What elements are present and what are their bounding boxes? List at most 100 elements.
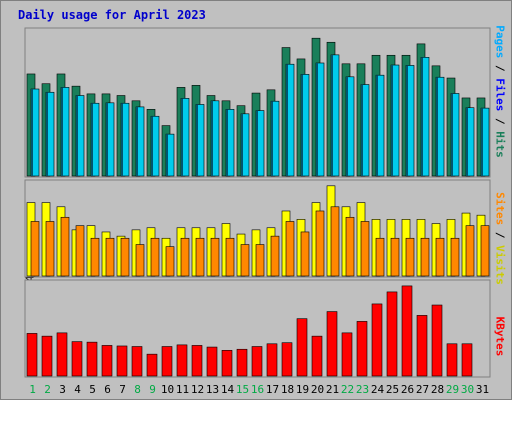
bar-pages-day-6 — [106, 102, 108, 176]
day-label-5: 5 — [89, 383, 96, 396]
bar-kbytes-day-6 — [101, 345, 113, 377]
day-label-24: 24 — [371, 383, 385, 396]
day-label-7: 7 — [119, 383, 126, 396]
bar-pages-day-20 — [316, 62, 318, 177]
bar-pages-day-18 — [286, 64, 288, 176]
bar-pages-day-12 — [196, 104, 198, 176]
bar-sites-day-14 — [225, 237, 235, 277]
bar-pages-day-2 — [46, 92, 48, 176]
bar-sites-day-17 — [270, 235, 280, 277]
bar-sites-day-2 — [45, 221, 55, 277]
bar-pages-day-1 — [31, 89, 33, 176]
day-label-27: 27 — [416, 383, 429, 396]
day-label-10: 10 — [161, 383, 174, 396]
bar-sites-day-7 — [120, 237, 130, 277]
day-label-3: 3 — [59, 383, 66, 396]
bar-pages-day-24 — [376, 75, 378, 176]
bar-kbytes-day-21 — [326, 311, 338, 377]
day-label-21: 21 — [326, 383, 339, 396]
day-label-17: 17 — [266, 383, 279, 396]
bar-kbytes-day-17 — [266, 343, 278, 377]
bar-sites-day-23 — [360, 221, 370, 277]
bar-kbytes-day-28 — [431, 304, 443, 377]
bar-kbytes-day-20 — [311, 335, 323, 377]
day-label-11: 11 — [176, 383, 189, 396]
bar-kbytes-day-3 — [56, 332, 68, 377]
bar-sites-day-27 — [420, 237, 430, 277]
day-label-8: 8 — [134, 383, 141, 396]
day-label-28: 28 — [431, 383, 444, 396]
bar-sites-day-5 — [90, 237, 100, 277]
bar-pages-day-3 — [61, 87, 63, 176]
bar-sites-day-29 — [450, 237, 460, 277]
day-label-19: 19 — [296, 383, 309, 396]
bar-pages-day-15 — [241, 113, 243, 176]
day-label-25: 25 — [386, 383, 399, 396]
bar-kbytes-day-11 — [176, 344, 188, 377]
bar-kbytes-day-14 — [221, 350, 233, 377]
day-label-4: 4 — [74, 383, 81, 396]
day-label-12: 12 — [191, 383, 204, 396]
bar-pages-day-26 — [406, 65, 408, 176]
bar-sites-day-3 — [60, 216, 70, 277]
day-label-14: 14 — [221, 383, 235, 396]
bar-sites-day-6 — [105, 237, 115, 277]
day-label-13: 13 — [206, 383, 219, 396]
bar-sites-day-4 — [75, 225, 85, 277]
bar-pages-day-7 — [121, 103, 123, 176]
bar-kbytes-day-12 — [191, 345, 203, 377]
daily-usage-chart: 1 2 3 4 5 6 7 8 9 10 11 12 13 14 15 16 17 18 19 20 21 22 23 24 2… — [24, 27, 491, 396]
bar-sites-day-19 — [300, 231, 310, 277]
bar-sites-day-21 — [330, 206, 340, 277]
day-label-18: 18 — [281, 383, 294, 396]
bar-kbytes-day-25 — [386, 291, 398, 377]
bar-pages-day-30 — [466, 107, 468, 176]
bar-kbytes-day-24 — [371, 303, 383, 377]
bar-kbytes-day-7 — [116, 345, 128, 377]
day-label-26: 26 — [401, 383, 414, 396]
bar-kbytes-day-9 — [146, 353, 158, 377]
day-label-6: 6 — [104, 383, 111, 396]
bar-sites-day-20 — [315, 210, 325, 277]
chart-title: Daily usage for April 2023 — [18, 8, 206, 22]
bar-sites-day-11 — [180, 237, 190, 277]
bar-pages-day-10 — [166, 134, 168, 176]
bar-pages-day-9 — [151, 116, 153, 176]
bar-pages-day-31 — [481, 108, 483, 176]
bar-pages-day-4 — [76, 95, 78, 176]
bar-kbytes-day-10 — [161, 346, 173, 377]
bar-kbytes-day-19 — [296, 318, 308, 377]
bar-pages-day-11 — [181, 98, 183, 176]
bar-sites-day-30 — [465, 225, 475, 277]
bar-sites-day-15 — [240, 244, 250, 277]
bar-pages-day-21 — [331, 54, 333, 177]
bar-sites-day-12 — [195, 237, 205, 277]
bar-pages-day-22 — [346, 76, 348, 176]
bar-sites-day-10 — [165, 246, 175, 277]
bar-sites-day-13 — [210, 237, 220, 277]
bar-kbytes-day-29 — [446, 343, 458, 377]
bar-kbytes-day-8 — [131, 346, 143, 377]
day-label-29: 29 — [446, 383, 459, 396]
bar-sites-day-18 — [285, 221, 295, 277]
bar-pages-day-29 — [451, 93, 453, 176]
bar-pages-day-8 — [136, 106, 138, 176]
bar-sites-day-8 — [135, 244, 145, 277]
day-label-20: 20 — [311, 383, 324, 396]
bar-sites-day-16 — [255, 244, 265, 277]
bar-sites-day-24 — [375, 237, 385, 277]
bar-pages-day-13 — [211, 100, 213, 176]
day-label-16: 16 — [251, 383, 264, 396]
day-label-23: 23 — [356, 383, 369, 396]
bar-kbytes-day-27 — [416, 315, 428, 377]
bar-pages-day-23 — [361, 84, 363, 176]
day-label-2: 2 — [44, 383, 51, 396]
bar-sites-day-31 — [480, 225, 490, 277]
bar-kbytes-day-5 — [86, 341, 98, 377]
bar-kbytes-day-13 — [206, 346, 218, 377]
day-label-15: 15 — [236, 383, 249, 396]
day-label-1: 1 — [29, 383, 36, 396]
bar-pages-day-28 — [436, 77, 438, 176]
bar-pages-day-25 — [391, 65, 393, 176]
bar-pages-day-5 — [91, 103, 93, 176]
